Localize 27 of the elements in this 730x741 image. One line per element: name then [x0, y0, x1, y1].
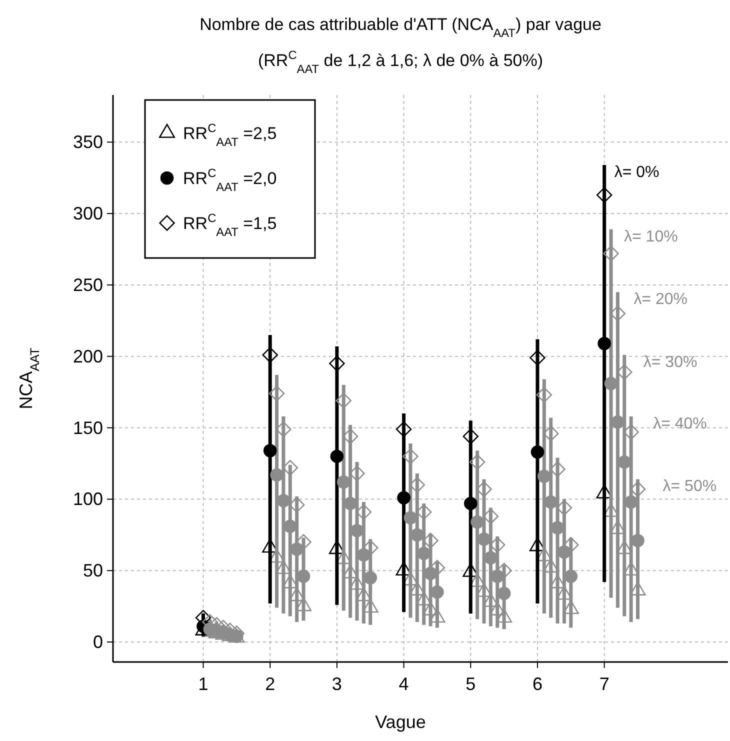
x-tick-label: 3	[332, 674, 342, 694]
annotation: λ= 40%	[653, 415, 707, 432]
annotation: λ= 20%	[634, 291, 688, 308]
annotation: λ= 0%	[614, 164, 660, 181]
y-tick-label: 0	[92, 632, 103, 652]
x-tick-label: 4	[398, 674, 409, 694]
x-tick-label: 6	[532, 674, 542, 694]
x-tick-label: 1	[198, 674, 208, 694]
legend-label: RR$^{C}$$_{AAT}$ =2,0	[183, 166, 277, 194]
x-tick-label: 7	[599, 674, 610, 694]
y-tick-label: 50	[82, 560, 103, 581]
annotation: λ= 10%	[624, 228, 678, 246]
y-tick-label: 350	[72, 132, 103, 152]
annotation: λ= 30%	[643, 354, 698, 371]
legend-label: RR$^{C}$$_{AAT}$ =2,5	[183, 121, 277, 149]
y-tick-label: 200	[72, 346, 103, 366]
chart-subtitle: (RR$^{C}$$_{AAT}$ de 1,2 à 1,6; λ de 0% à 50%)	[258, 48, 544, 76]
annotation: λ= 50%	[662, 478, 717, 496]
x-axis-title: Vague	[375, 712, 426, 732]
x-tick-label: 5	[466, 674, 476, 694]
y-tick-label: 150	[72, 418, 103, 438]
legend-label: RR$^{C}$$_{AAT}$ =1,5	[183, 211, 277, 239]
y-tick-label: 300	[72, 204, 103, 224]
x-tick-label: 2	[265, 674, 276, 694]
y-tick-label: 100	[72, 489, 103, 510]
chart-title: Nombre de cas attribuable d'ATT (NCA$_{AAT}$) par vague	[200, 15, 602, 40]
y-tick-label: 250	[72, 274, 103, 295]
